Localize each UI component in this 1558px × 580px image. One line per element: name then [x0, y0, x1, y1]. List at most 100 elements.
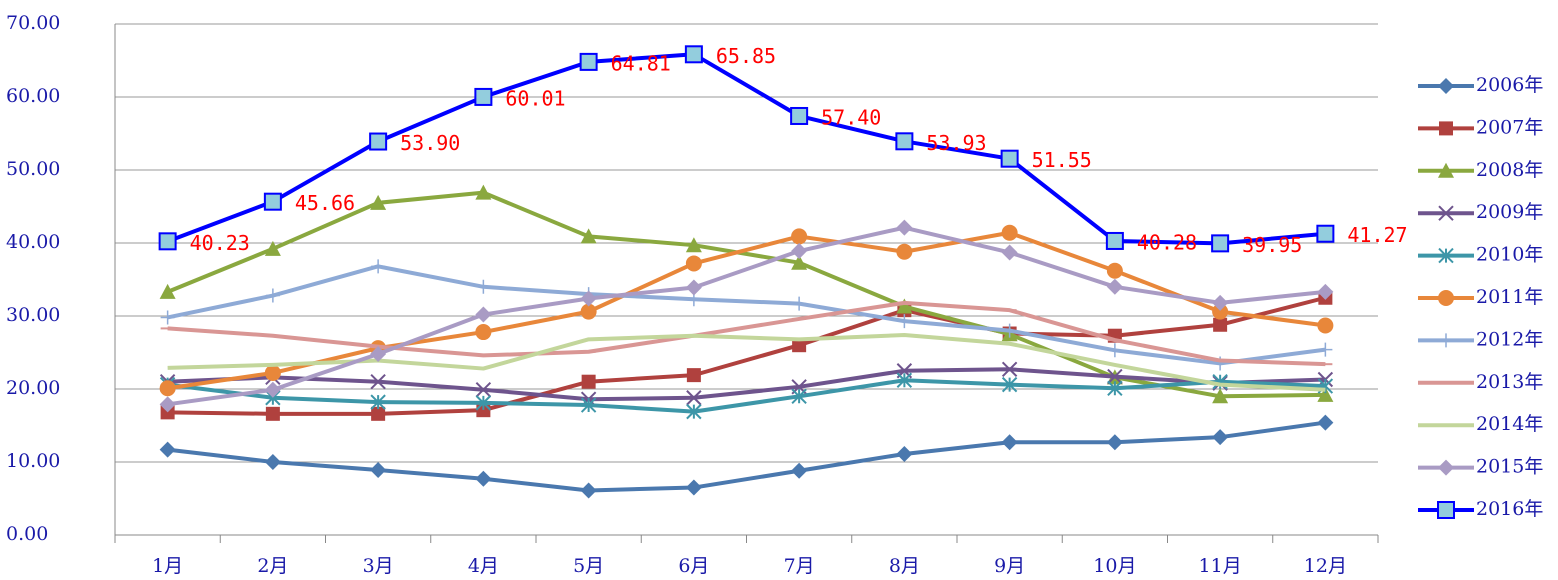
point-marker [580, 482, 597, 499]
point-marker [160, 310, 175, 325]
point-marker [371, 259, 386, 274]
point-marker [475, 470, 492, 487]
point-marker [1317, 386, 1334, 402]
legend-marker [1438, 162, 1454, 178]
series-line [167, 230, 1326, 391]
point-marker [475, 306, 492, 323]
point-marker [160, 405, 175, 420]
point-marker [1212, 388, 1229, 404]
point-marker [896, 372, 913, 388]
y-tick-label: 30.00 [6, 304, 60, 326]
x-tick-label: 9月 [994, 555, 1025, 577]
point-marker [1212, 294, 1229, 311]
legend-label: 2006年 [1476, 74, 1543, 96]
legend-label: 2014年 [1476, 413, 1543, 435]
point-marker [896, 243, 913, 260]
point-marker [265, 406, 280, 421]
point-marker [791, 254, 808, 270]
point-marker [896, 298, 913, 314]
data-label: 64.81 [611, 51, 671, 75]
data-label: 51.55 [1032, 148, 1092, 172]
data-label: 40.23 [190, 231, 250, 255]
data-label: 39.95 [1242, 233, 1302, 257]
point-marker [1212, 303, 1229, 320]
point-marker [369, 132, 388, 151]
point-marker [158, 232, 177, 251]
point-marker [475, 184, 492, 200]
point-marker [685, 237, 702, 253]
x-tick-label: 12月 [1304, 555, 1347, 577]
legend-marker [1438, 205, 1454, 221]
point-marker [580, 397, 597, 413]
legend-marker [1438, 247, 1454, 264]
legend-marker [1439, 333, 1453, 348]
y-tick-label: 70.00 [6, 12, 60, 34]
point-marker [580, 290, 597, 307]
data-label: 53.90 [400, 131, 460, 155]
x-tick-label: 4月 [468, 555, 499, 577]
point-marker [370, 462, 387, 479]
point-marker [159, 396, 176, 413]
data-label: 65.85 [716, 44, 776, 68]
point-marker [686, 390, 702, 406]
point-marker [895, 132, 914, 151]
point-marker [686, 403, 702, 420]
legend-label: 2016年 [1476, 498, 1543, 520]
point-marker [159, 380, 176, 397]
y-tick-label: 20.00 [6, 377, 60, 399]
point-marker [1107, 343, 1122, 358]
data-label: 53.93 [926, 131, 986, 155]
point-marker [791, 388, 807, 405]
series-line [167, 378, 1326, 414]
point-marker [370, 394, 386, 410]
point-marker [1211, 234, 1230, 253]
point-marker [370, 194, 387, 210]
point-marker [1001, 224, 1018, 241]
legend-label: 2012年 [1476, 328, 1543, 350]
series-line [167, 295, 1326, 416]
x-tick-label: 1月 [152, 555, 183, 577]
legend-marker [1439, 121, 1453, 136]
point-marker [1105, 231, 1124, 250]
series-line [166, 190, 1326, 399]
x-tick-label: 7月 [784, 555, 815, 577]
point-marker [1107, 368, 1123, 385]
legend-marker [1438, 78, 1454, 94]
point-marker [1106, 278, 1123, 295]
series-line [167, 225, 1326, 407]
point-marker [159, 283, 176, 299]
point-marker [686, 368, 701, 383]
y-tick-label: 40.00 [6, 231, 60, 253]
point-marker [1317, 414, 1334, 431]
series-line [167, 300, 1326, 367]
point-marker [1316, 224, 1335, 243]
series-line [166, 52, 1326, 246]
point-marker [580, 228, 597, 244]
legend-label: 2008年 [1476, 159, 1543, 181]
point-marker [1317, 283, 1334, 300]
point-marker [264, 381, 281, 398]
point-marker [475, 395, 492, 411]
point-marker [474, 87, 493, 106]
point-marker [685, 479, 702, 496]
point-marker [896, 219, 913, 236]
point-marker [476, 279, 491, 294]
y-tick-label: 50.00 [6, 158, 60, 180]
point-marker [475, 382, 492, 398]
point-marker [265, 288, 280, 303]
point-marker [1317, 317, 1334, 334]
point-marker [1106, 434, 1123, 451]
point-marker [1000, 149, 1019, 168]
point-marker [792, 296, 807, 311]
legend-label: 2011年 [1476, 286, 1543, 308]
point-marker [1212, 429, 1229, 446]
series-line [167, 367, 1326, 402]
x-tick-label: 3月 [363, 555, 394, 577]
point-marker [1002, 323, 1017, 338]
y-tick-label: 60.00 [6, 85, 60, 107]
point-marker [1106, 262, 1123, 279]
point-marker [1001, 434, 1018, 451]
point-marker [1001, 376, 1018, 393]
legend-label: 2009年 [1476, 201, 1543, 223]
point-marker [790, 106, 809, 125]
